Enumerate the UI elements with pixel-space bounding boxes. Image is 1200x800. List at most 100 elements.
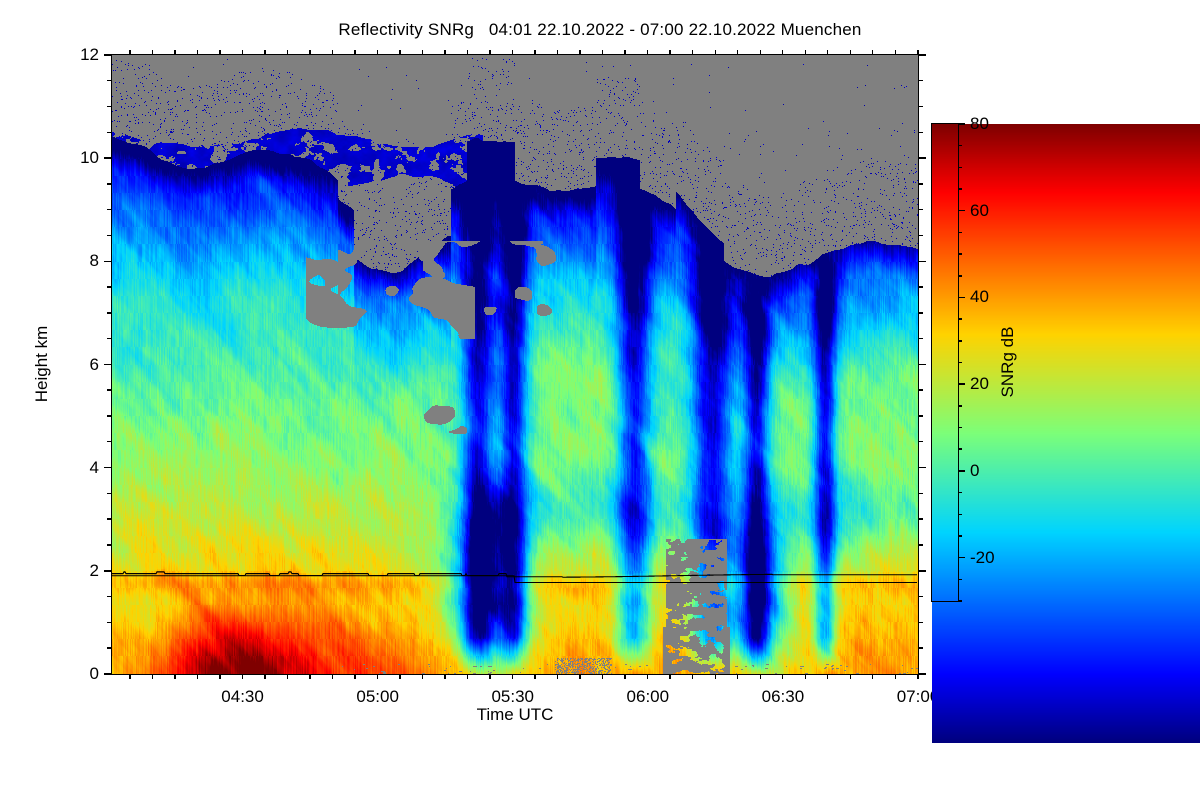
x-tick-minor — [264, 674, 266, 679]
y-tick-minor — [918, 208, 923, 211]
x-tick-minor — [917, 50, 919, 55]
colorbar-tick-minor — [958, 318, 962, 320]
y-tick-minor — [918, 595, 923, 598]
y-tick-minor — [918, 492, 923, 495]
x-tick-minor — [601, 674, 604, 679]
y-tick-minor — [107, 544, 112, 546]
y-tick-minor — [107, 183, 112, 185]
y-tick-minor — [107, 647, 112, 649]
y-tick-major — [918, 570, 926, 572]
y-tick-minor — [107, 595, 112, 598]
x-tick-minor — [804, 50, 806, 55]
x-tick-minor — [737, 50, 739, 55]
x-tick-minor — [399, 674, 401, 679]
y-tick-major — [104, 363, 112, 366]
x-tick-minor — [129, 50, 131, 55]
y-tick-minor — [918, 234, 923, 237]
x-tick-minor — [894, 674, 896, 679]
x-tick-minor — [534, 50, 536, 55]
colorbar-gradient — [932, 124, 1200, 743]
x-tick-minor — [466, 50, 469, 55]
x-tick-minor — [691, 50, 694, 55]
x-axis-label: 04:30 — [221, 687, 264, 706]
x-tick-minor — [714, 674, 716, 679]
y-tick-minor — [918, 415, 923, 417]
y-tick-major — [104, 157, 112, 159]
x-tick-minor — [556, 50, 559, 55]
colorbar: -20 0 20 40 60 80 — [932, 114, 1200, 743]
colorbar-tick-minor — [958, 600, 962, 602]
x-tick-minor — [286, 674, 289, 679]
x-tick-minor — [151, 50, 154, 55]
colorbar-tick-major — [958, 296, 965, 299]
y-axis-label: 0 — [89, 664, 99, 683]
y-tick-major — [918, 466, 926, 469]
x-tick-minor — [489, 674, 491, 679]
y-tick-minor — [107, 518, 112, 520]
x-tick-minor — [129, 674, 131, 679]
x-tick-minor — [196, 674, 199, 679]
plot-area: 0 2 4 6 8 10 12 04:30 05:00 05:30 06:00 06:30 07:00 — [80, 45, 939, 706]
x-tick-minor — [174, 674, 176, 679]
colorbar-tick-minor — [958, 405, 962, 407]
colorbar-tick-minor — [958, 231, 962, 234]
y-tick-minor — [107, 79, 112, 82]
colorbar-tick-minor — [958, 578, 962, 581]
colorbar-tick-minor — [958, 513, 962, 516]
y-axis-label: 10 — [80, 148, 99, 168]
page-title: Reflectivity SNRg 04:01 22.10.2022 - 07:… — [338, 20, 862, 39]
y-tick-major — [918, 673, 926, 675]
y-tick-major — [918, 157, 926, 159]
colorbar-tick-minor — [958, 448, 962, 450]
colorbar-tick-major — [958, 123, 965, 125]
x-tick-minor — [309, 50, 311, 55]
x-tick-minor — [782, 50, 784, 55]
y-tick-minor — [918, 105, 923, 108]
y-tick-minor — [107, 492, 112, 495]
y-axis-title: Height km — [32, 325, 51, 403]
colorbar-tick-minor — [958, 491, 962, 494]
x-tick-minor — [759, 674, 761, 679]
x-tick-minor — [309, 674, 311, 679]
y-tick-major — [104, 570, 112, 572]
y-tick-minor — [107, 234, 112, 237]
x-tick-minor — [421, 50, 424, 55]
colorbar-tick-minor — [958, 535, 962, 537]
reflectivity-heatmap-canvas — [112, 55, 918, 674]
colorbar-tick-minor — [958, 361, 962, 364]
x-tick-minor — [444, 50, 446, 55]
x-tick-minor — [511, 674, 514, 679]
colorbar-tick-minor — [958, 340, 962, 342]
x-tick-minor — [804, 674, 806, 679]
x-tick-minor — [894, 50, 896, 55]
colorbar-tick-minor — [958, 253, 962, 255]
y-tick-minor — [918, 389, 923, 391]
y-tick-major — [104, 673, 112, 675]
y-axis-label: 6 — [89, 354, 99, 374]
x-tick-minor — [827, 674, 829, 679]
y-tick-major — [104, 260, 112, 263]
x-tick-minor — [174, 50, 176, 55]
x-axis-label: 05:30 — [491, 687, 535, 706]
x-axis-title: Time UTC — [476, 705, 554, 724]
x-axis-label: 05:00 — [356, 687, 399, 706]
x-axis-label: 06:00 — [626, 687, 670, 706]
colorbar-tick-major — [958, 209, 965, 212]
x-tick-minor — [286, 50, 289, 55]
x-tick-minor — [849, 674, 851, 679]
colorbar-tick-minor — [958, 426, 962, 429]
colorbar-label: 80 — [970, 114, 989, 133]
x-tick-minor — [601, 50, 604, 55]
y-tick-minor — [107, 415, 112, 417]
y-tick-minor — [918, 647, 923, 649]
x-tick-minor — [691, 674, 694, 679]
y-tick-minor — [918, 183, 923, 185]
x-tick-minor — [241, 50, 244, 55]
x-tick-minor — [714, 50, 716, 55]
x-tick-minor — [556, 674, 559, 679]
y-tick-minor — [918, 312, 923, 314]
x-tick-minor — [466, 674, 469, 679]
y-tick-major — [918, 363, 926, 366]
x-tick-minor — [669, 674, 671, 679]
x-tick-minor — [196, 50, 199, 55]
